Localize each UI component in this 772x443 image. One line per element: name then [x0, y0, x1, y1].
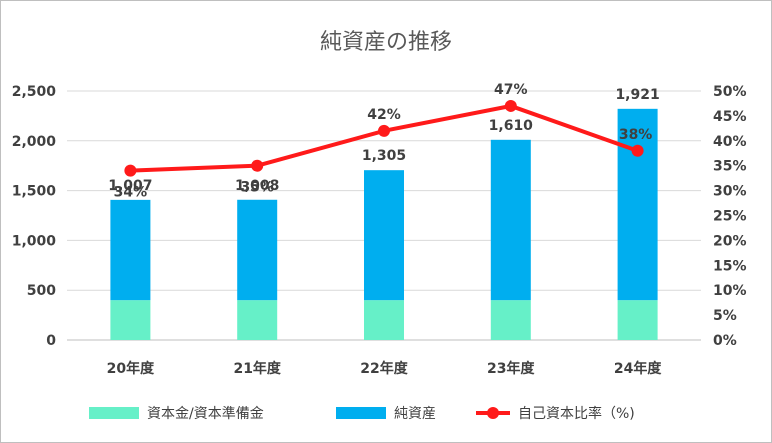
x-tick-label: 23年度: [487, 360, 535, 377]
capital-bar-segment: [364, 300, 404, 340]
right-tick-label: 30%: [713, 184, 747, 200]
right-tick-label: 5%: [713, 308, 737, 324]
right-tick-label: 25%: [713, 209, 747, 225]
net-assets-bar-segment: [364, 170, 404, 301]
legend-label: 資本金/資本準備金: [147, 406, 264, 422]
ratio-value-label: 47%: [494, 82, 528, 98]
ratio-point: [631, 144, 644, 157]
right-tick-label: 40%: [713, 134, 747, 150]
legend-label: 純資産: [394, 406, 436, 422]
net-assets-value-label: 1,610: [489, 118, 534, 134]
right-axis-ticks: 0% 5% 10% 15% 20% 25% 30% 35% 40% 45% 50%: [713, 84, 747, 349]
ratio-value-label: 42%: [367, 107, 401, 123]
right-tick-label: 50%: [713, 84, 747, 100]
right-tick-label: 35%: [713, 159, 747, 175]
ratio-value-label: 34%: [114, 185, 148, 201]
left-tick-label: 1,500: [12, 184, 57, 200]
x-tick-label: 22年度: [360, 360, 408, 377]
capital-bar-segment: [110, 300, 151, 340]
net-assets-bar-segment: [110, 199, 151, 301]
left-tick-label: 500: [27, 283, 56, 299]
legend-swatch: [89, 407, 139, 419]
right-tick-label: 15%: [713, 258, 747, 274]
right-tick-label: 10%: [713, 283, 747, 299]
x-axis-ticks: 20年度 21年度 22年度 23年度 24年度: [107, 360, 663, 377]
legend-label: 自己資本比率（%): [518, 405, 635, 422]
left-tick-label: 1,000: [12, 233, 57, 249]
net-assets-value-label: 1,921: [615, 87, 659, 103]
net-assets-value-label: 1,008: [235, 178, 279, 194]
ratio-line: [124, 99, 644, 177]
right-tick-label: 20%: [713, 233, 747, 249]
legend-line-marker: [487, 407, 499, 419]
left-tick-label: 2,500: [12, 84, 57, 100]
ratio-value-label: 38%: [619, 127, 653, 143]
ratio-point: [378, 124, 390, 137]
left-tick-label: 2,000: [12, 134, 57, 150]
x-tick-label: 24年度: [614, 360, 662, 377]
bars: [110, 108, 658, 340]
ratio-point: [504, 99, 517, 112]
data-labels: 1,007 1,008 1,305 1,610 1,921 34% 35% 42% 47% 38%: [108, 82, 659, 201]
left-tick-label: 0: [46, 333, 56, 349]
ratio-value-label: 35%: [240, 180, 274, 196]
capital-bar-segment: [490, 300, 531, 340]
net-assets-bar-segment: [617, 108, 658, 301]
net-assets-bar-segment: [490, 139, 531, 301]
legend: 資本金/資本準備金 純資産 自己資本比率（%): [89, 405, 635, 422]
chart-title: 純資産の推移: [320, 30, 452, 55]
net-assets-value-label: 1,007: [108, 178, 152, 194]
right-tick-label: 0%: [713, 333, 737, 349]
capital-bar-segment: [617, 300, 658, 340]
net-assets-bar-segment: [237, 199, 278, 301]
x-tick-label: 20年度: [107, 360, 155, 377]
net-assets-value-label: 1,305: [362, 148, 406, 164]
ratio-point: [251, 159, 264, 172]
ratio-point: [124, 164, 137, 177]
x-tick-label: 21年度: [233, 360, 281, 377]
legend-swatch: [336, 407, 386, 419]
left-axis-ticks: 0 500 1,000 1,500 2,000 2,500: [12, 84, 57, 349]
right-tick-label: 45%: [713, 109, 747, 125]
capital-bar-segment: [237, 300, 278, 340]
